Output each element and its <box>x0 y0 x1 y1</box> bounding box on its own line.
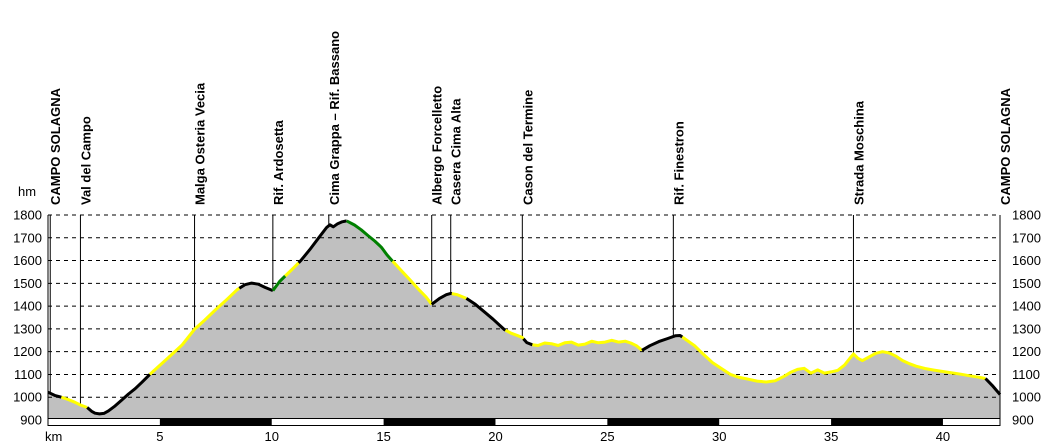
x-tick-label-25: 25 <box>600 429 614 444</box>
y-tick-label-right-1000: 1000 <box>1012 390 1041 405</box>
waypoint-label-5: Albergo Forcelletto <box>430 86 445 205</box>
km-scale-bar-black-segment <box>607 419 720 425</box>
y-tick-label-left-1300: 1300 <box>13 321 42 336</box>
profile-segment-black-12 <box>465 297 507 332</box>
x-tick-label-35: 35 <box>824 429 838 444</box>
km-scale-bar-black-segment <box>831 419 943 425</box>
profile-segment-yellow-1 <box>60 395 88 409</box>
profile-segment-black-14 <box>522 337 533 347</box>
y-tick-label-right-1300: 1300 <box>1012 321 1041 336</box>
y-tick-label-right-1800: 1800 <box>1012 208 1041 223</box>
waypoint-label-0: CAMPO SOLAGNA <box>48 87 63 205</box>
y-tick-label-right-1400: 1400 <box>1012 299 1041 314</box>
y-tick-label-left-1000: 1000 <box>13 390 42 405</box>
profile-segment-black-0 <box>47 390 62 399</box>
waypoint-label-1: Val del Campo <box>78 116 93 205</box>
km-scale-bar <box>47 418 1001 426</box>
profile-segment-black-4 <box>238 281 274 292</box>
waypoint-label-4: Cima Grappa – Rif. Bassano <box>327 31 342 205</box>
y-tick-label-right-1200: 1200 <box>1012 344 1041 359</box>
y-tick-label-right-1100: 1100 <box>1012 367 1040 382</box>
profile-segment-yellow-13 <box>504 328 525 340</box>
y-tick-label-left-900: 900 <box>20 413 42 428</box>
y-tick-label-right-900: 900 <box>1012 413 1034 428</box>
profile-segment-black-18 <box>984 377 1002 396</box>
y-tick-label-left-1600: 1600 <box>13 253 42 268</box>
y-tick-label-left-1500: 1500 <box>13 276 42 291</box>
profile-segment-black-7 <box>297 219 347 264</box>
x-tick-label-15: 15 <box>376 429 390 444</box>
profile-segment-yellow-11 <box>451 292 467 300</box>
km-scale-bar-black-segment <box>383 419 496 425</box>
waypoint-label-2: Malga Osteria Vecia <box>193 82 208 205</box>
waypoint-label-6: Casera Cima Alta <box>449 98 464 205</box>
waypoint-label-7: Cason del Termine <box>520 90 535 205</box>
waypoint-label-3: Rif. Ardosetta <box>271 119 286 205</box>
x-tick-label-20: 20 <box>488 429 502 444</box>
y-tick-label-right-1700: 1700 <box>1012 230 1041 245</box>
y-tick-label-right-1500: 1500 <box>1012 276 1041 291</box>
profile-segment-black-2 <box>86 373 151 416</box>
x-tick-label-30: 30 <box>712 429 726 444</box>
profile-segment-yellow-6 <box>284 261 300 278</box>
y-unit-label: hm <box>18 184 36 199</box>
y-tick-label-left-1400: 1400 <box>13 299 42 314</box>
waypoint-label-10: CAMPO SOLAGNA <box>998 87 1013 205</box>
profile-segment-yellow-15 <box>532 338 643 352</box>
x-tick-label-10: 10 <box>265 429 279 444</box>
x-tick-label-40: 40 <box>936 429 950 444</box>
profile-segment-black-16 <box>641 334 684 352</box>
profile-segment-yellow-3 <box>148 287 241 376</box>
waypoint-label-9: Strada Moschina <box>851 100 866 205</box>
x-tick-label-5: 5 <box>156 429 163 444</box>
profile-segment-green-5 <box>271 274 287 292</box>
y-tick-label-left-1700: 1700 <box>13 230 42 245</box>
profile-segment-yellow-17 <box>681 335 986 384</box>
y-tick-label-left-1200: 1200 <box>13 344 42 359</box>
profile-segment-black-10 <box>430 291 453 306</box>
profile-segment-yellow-9 <box>391 260 433 306</box>
y-tick-label-right-1600: 1600 <box>1012 253 1041 268</box>
y-tick-label-left-1100: 1100 <box>14 367 42 382</box>
profile-area <box>48 220 1000 419</box>
waypoint-label-8: Rif. Finestron <box>671 121 686 205</box>
x-unit-label: km <box>45 429 62 444</box>
km-scale-bar-black-segment <box>159 419 272 425</box>
profile-segment-green-8 <box>346 219 394 263</box>
y-tick-label-left-1800: 1800 <box>13 208 42 223</box>
